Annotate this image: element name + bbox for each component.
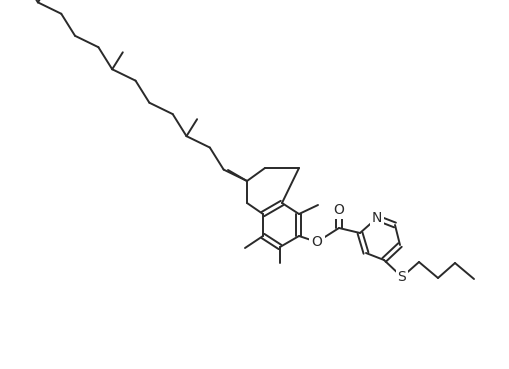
Text: N: N (372, 211, 382, 225)
Text: S: S (398, 270, 406, 284)
Text: S: S (398, 270, 406, 284)
Text: N: N (372, 211, 382, 225)
Text: O: O (333, 203, 345, 217)
Text: O: O (312, 235, 322, 249)
